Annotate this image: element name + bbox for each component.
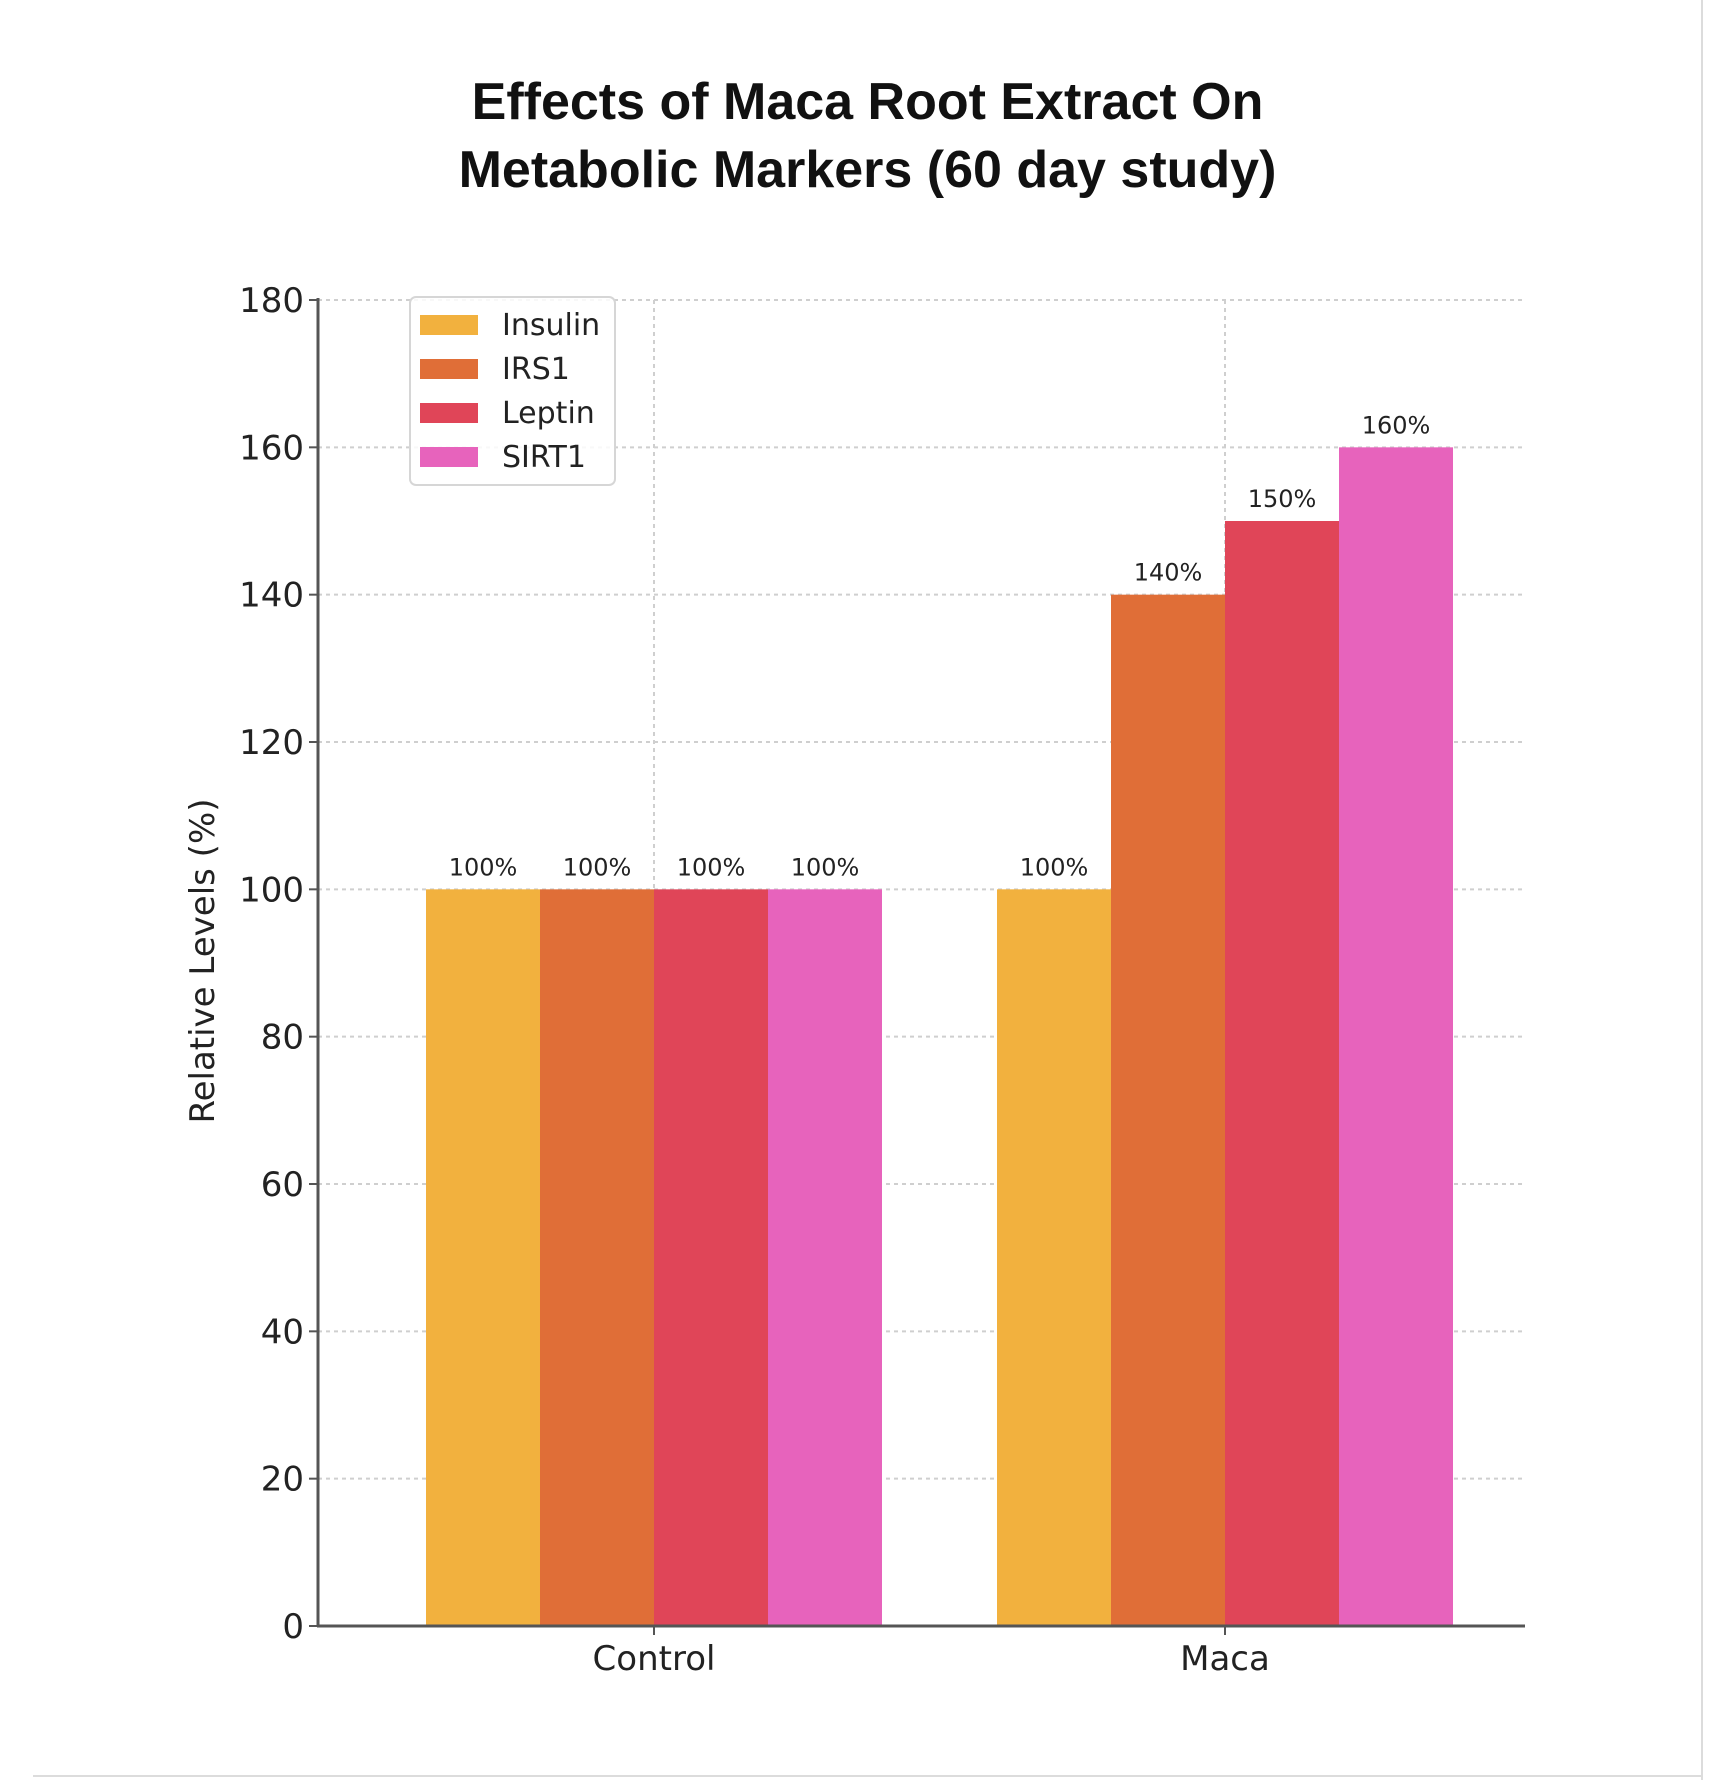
x-tick-label: Maca xyxy=(1180,1639,1270,1679)
data-label: 150% xyxy=(1248,485,1317,513)
data-label: 100% xyxy=(449,853,518,881)
legend-label: Insulin xyxy=(502,308,600,343)
data-label: 100% xyxy=(563,853,632,881)
legend-label: SIRT1 xyxy=(502,440,586,475)
y-tick-label: 140 xyxy=(239,576,304,616)
data-label: 100% xyxy=(791,853,860,881)
y-tick-label: 20 xyxy=(261,1460,304,1500)
legend-swatch-sirt1 xyxy=(420,447,478,467)
legend-box xyxy=(409,296,616,486)
bar-insulin-maca xyxy=(997,889,1111,1626)
y-tick-label: 100 xyxy=(239,870,304,910)
bar-insulin-control xyxy=(426,889,540,1626)
data-label: 100% xyxy=(1020,853,1089,881)
data-label: 100% xyxy=(677,853,746,881)
y-axis-label: Relative Levels (%) xyxy=(183,798,223,1123)
data-label: 140% xyxy=(1134,559,1203,587)
legend-swatch-insulin xyxy=(420,315,478,335)
data-label: 160% xyxy=(1362,411,1431,439)
x-tick-label: Control xyxy=(593,1639,716,1679)
y-tick-label: 180 xyxy=(239,281,304,321)
bar-irs1-maca xyxy=(1111,594,1225,1626)
y-tick-label: 80 xyxy=(261,1018,304,1058)
chart-title: Effects of Maca Root Extract On Metaboli… xyxy=(458,73,1277,199)
legend-swatch-leptin xyxy=(420,403,478,423)
y-tick-label: 120 xyxy=(239,723,304,763)
y-tick-label: 60 xyxy=(261,1165,304,1205)
bar-leptin-maca xyxy=(1225,521,1339,1626)
bar-leptin-control xyxy=(654,889,768,1626)
legend-label: Leptin xyxy=(502,396,595,431)
legend-label: IRS1 xyxy=(502,352,570,387)
frame-border-right xyxy=(1701,0,1703,1780)
bar-sirt1-control xyxy=(768,889,882,1626)
legend-swatch-irs1 xyxy=(420,359,478,379)
frame-border-bottom xyxy=(33,1775,1703,1777)
bar-irs1-control xyxy=(540,889,654,1626)
bar-sirt1-maca xyxy=(1339,447,1453,1626)
y-tick-label: 40 xyxy=(261,1312,304,1352)
y-tick-label: 0 xyxy=(282,1607,304,1647)
y-tick-label: 160 xyxy=(239,428,304,468)
